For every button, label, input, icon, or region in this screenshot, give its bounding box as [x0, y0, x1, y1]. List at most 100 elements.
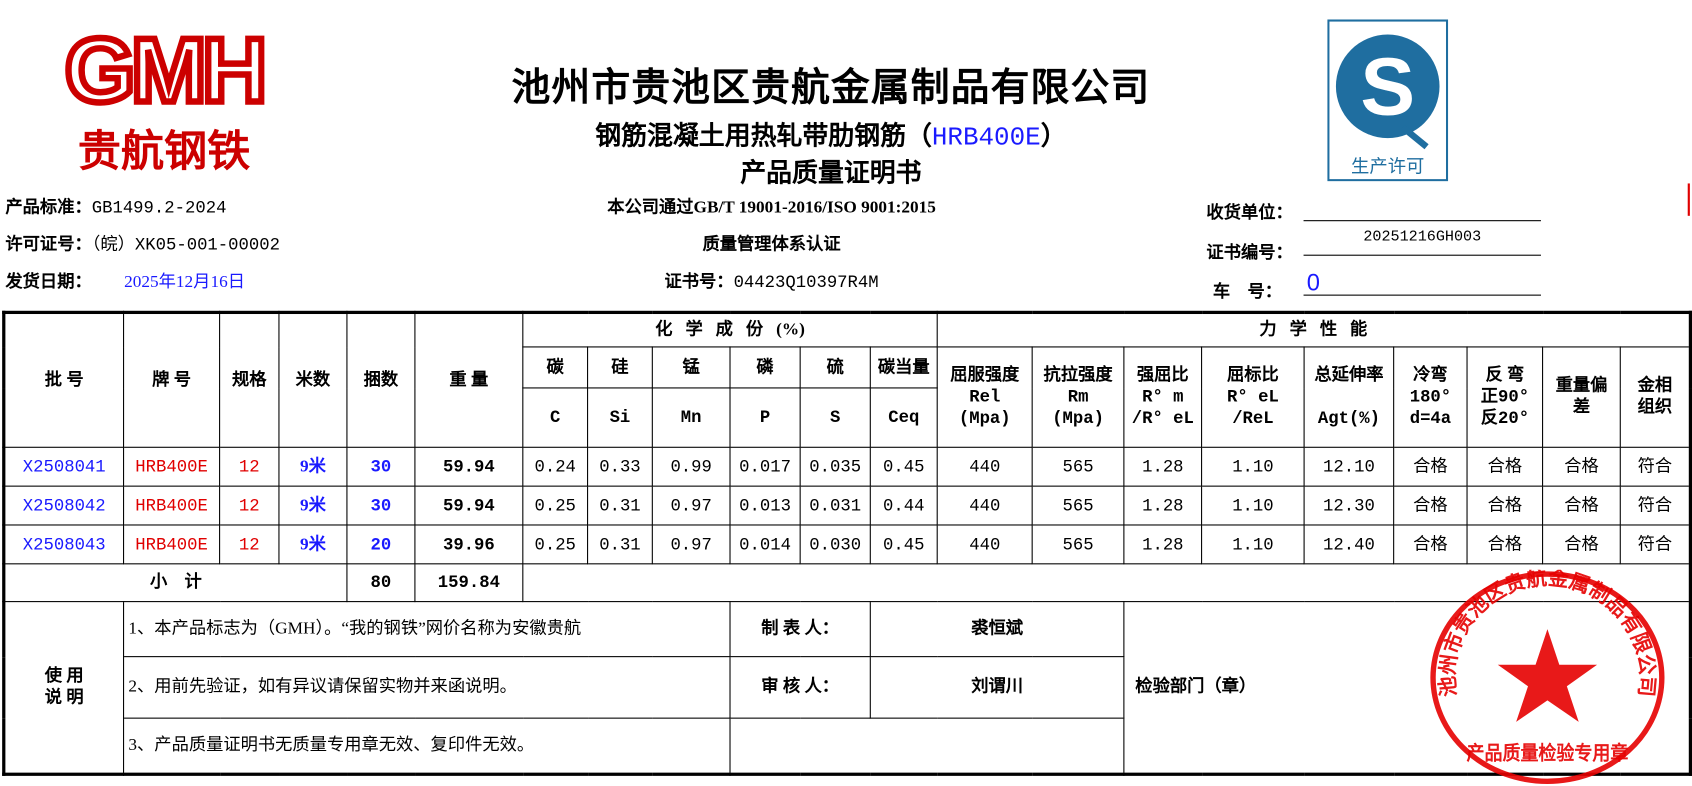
company-name: 池州市贵池区贵航金属制品有限公司 [511, 65, 1151, 109]
note-2: 2、用前先验证，如有异议请保留实物并来函说明。 [123, 656, 731, 719]
cell-ratio1: 1.28 [1123, 524, 1203, 565]
license-number: 许可证号：（皖）XK05-001-00002 [5, 235, 280, 255]
cell-ceq: 0.44 [869, 485, 938, 526]
reviewer-label: 审 核 人： [729, 656, 871, 719]
cell-agt: 12.30 [1303, 485, 1395, 526]
cell-brand: HRB400E [123, 446, 221, 487]
cell-batch: X2508042 [3, 485, 125, 526]
notes-label: 使 用说 明 [3, 601, 125, 775]
header-chem-c: 碳 [522, 346, 589, 389]
cell-weight: 39.96 [414, 524, 524, 565]
product-suffix: ） [1040, 123, 1067, 152]
svg-text:产品质量检验专用章: 产品质量检验专用章 [1466, 742, 1628, 765]
svg-text:贵航钢铁: 贵航钢铁 [78, 127, 251, 175]
header-mech-4: 总延伸率 Agt(%) [1303, 346, 1395, 448]
inspection-label: 检验部门（章） [1135, 677, 1257, 697]
cell-p: 0.014 [729, 524, 801, 565]
cert-no-field[interactable]: 20251216GH003 [1303, 229, 1541, 256]
cell-ratio2: 1.10 [1201, 446, 1305, 487]
cell-rev-bend: 合格 [1466, 485, 1544, 526]
header-sym-ceq: Ceq [869, 387, 938, 448]
document-title: 产品质量证明书 [740, 159, 922, 188]
cell-bundles: 20 [346, 524, 416, 565]
qs-license-logo: S 生产许可 [1327, 19, 1449, 182]
header-chem-p: 磷 [729, 346, 801, 389]
gmh-logo: GMH 贵航钢铁 [65, 24, 265, 175]
cell-mn: 0.99 [651, 446, 731, 487]
header-mech-2: 强屈比 R° m/R° eL [1123, 346, 1203, 448]
cell-rel: 440 [936, 446, 1033, 487]
header-sym-si: Si [587, 387, 653, 448]
cell-bundles: 30 [346, 446, 416, 487]
cell-weight-dev: 合格 [1542, 485, 1621, 526]
cell-si: 0.33 [587, 446, 653, 487]
iso-certification-line2: 质量管理体系认证 [702, 235, 841, 254]
header-chem-si: 硅 [587, 346, 653, 389]
header-sym-p: P [729, 387, 801, 448]
ship-date: 发货日期： 2025年12月16日 [5, 273, 245, 292]
table-row: X2508042 HRB400E 12 9米 30 59.94 0.25 0.31 0.97 0.… [3, 485, 1692, 526]
cell-rel: 440 [936, 485, 1033, 526]
subtotal-label: 小 计 [3, 563, 348, 603]
reviewer-value: 刘谓川 [869, 656, 1125, 719]
cell-c: 0.25 [522, 524, 589, 565]
cell-ratio1: 1.28 [1123, 485, 1203, 526]
header-sym-c: C [522, 387, 589, 448]
cell-length: 9米 [278, 524, 348, 565]
header-weight: 重 量 [414, 311, 524, 448]
product-name: 钢筋混凝土用热轧带肋钢筋（HRB400E） [324, 114, 1338, 153]
cell-rev-bend: 合格 [1466, 446, 1544, 487]
maker-label: 制 表 人： [729, 601, 871, 658]
header-mech-6: 反 弯正90° 反20° [1466, 346, 1544, 448]
cell-rel: 440 [936, 524, 1033, 565]
cell-brand: HRB400E [123, 524, 221, 565]
receiver-field[interactable] [1303, 194, 1541, 222]
cell-brand: HRB400E [123, 485, 221, 526]
cell-weight: 59.94 [414, 446, 524, 487]
header-sym-mn: Mn [651, 387, 731, 448]
inspection-cell: 检验部门（章） [1123, 601, 1692, 775]
cell-cold-bend: 合格 [1393, 524, 1468, 565]
cell-bundles: 30 [346, 485, 416, 526]
header-mech-7: 重量偏差 [1542, 346, 1621, 448]
cell-ceq: 0.45 [869, 446, 938, 487]
svg-text:S: S [1360, 41, 1415, 132]
certificate-number: 证书号：04423Q10397R4M [664, 273, 879, 293]
cell-p: 0.017 [729, 446, 801, 487]
receiver-label: 收货单位： [1206, 203, 1293, 223]
header-mech-1: 抗拉强度 Rm (Mpa) [1031, 346, 1125, 448]
header-mech-0: 屈服强度 Rel (Mpa) [936, 346, 1033, 448]
cell-weight-dev: 合格 [1542, 446, 1621, 487]
cell-ceq: 0.45 [869, 524, 938, 565]
vehicle-field[interactable]: 0 [1303, 269, 1541, 296]
cell-c: 0.25 [522, 485, 589, 526]
header-length: 米数 [278, 311, 348, 448]
edge-mark [1687, 183, 1690, 216]
header-chem-s: 硫 [799, 346, 871, 389]
header-chem-mn: 锰 [651, 346, 731, 389]
cell-mn: 0.97 [651, 485, 731, 526]
header-mech-8: 金相 组织 [1619, 346, 1692, 448]
blank-cell [729, 717, 1125, 775]
cell-cold-bend: 合格 [1393, 485, 1468, 526]
subtotal-weight: 159.84 [414, 563, 524, 603]
note-3: 3、产品质量证明书无质量专用章无效、复印件无效。 [123, 717, 731, 775]
cell-weight-dev: 合格 [1542, 524, 1621, 565]
cell-metallo: 符合 [1619, 485, 1692, 526]
vehicle-label: 车 号： [1212, 282, 1282, 302]
cell-si: 0.31 [587, 524, 653, 565]
table-row: X2508043 HRB400E 12 9米 20 39.96 0.25 0.31 0.97 0.… [3, 524, 1692, 565]
cell-cold-bend: 合格 [1393, 446, 1468, 487]
cell-metallo: 符合 [1619, 446, 1692, 487]
header-bundles: 捆数 [346, 311, 416, 448]
svg-text:GMH: GMH [65, 24, 263, 122]
product-prefix: 钢筋混凝土用热轧带肋钢筋（ [595, 123, 932, 152]
product-grade: HRB400E [931, 124, 1041, 154]
cell-batch: X2508043 [3, 524, 125, 565]
cell-c: 0.24 [522, 446, 589, 487]
cell-rm: 565 [1031, 446, 1125, 487]
cell-p: 0.013 [729, 485, 801, 526]
svg-text:生产许可: 生产许可 [1351, 157, 1424, 178]
cell-agt: 12.10 [1303, 446, 1395, 487]
